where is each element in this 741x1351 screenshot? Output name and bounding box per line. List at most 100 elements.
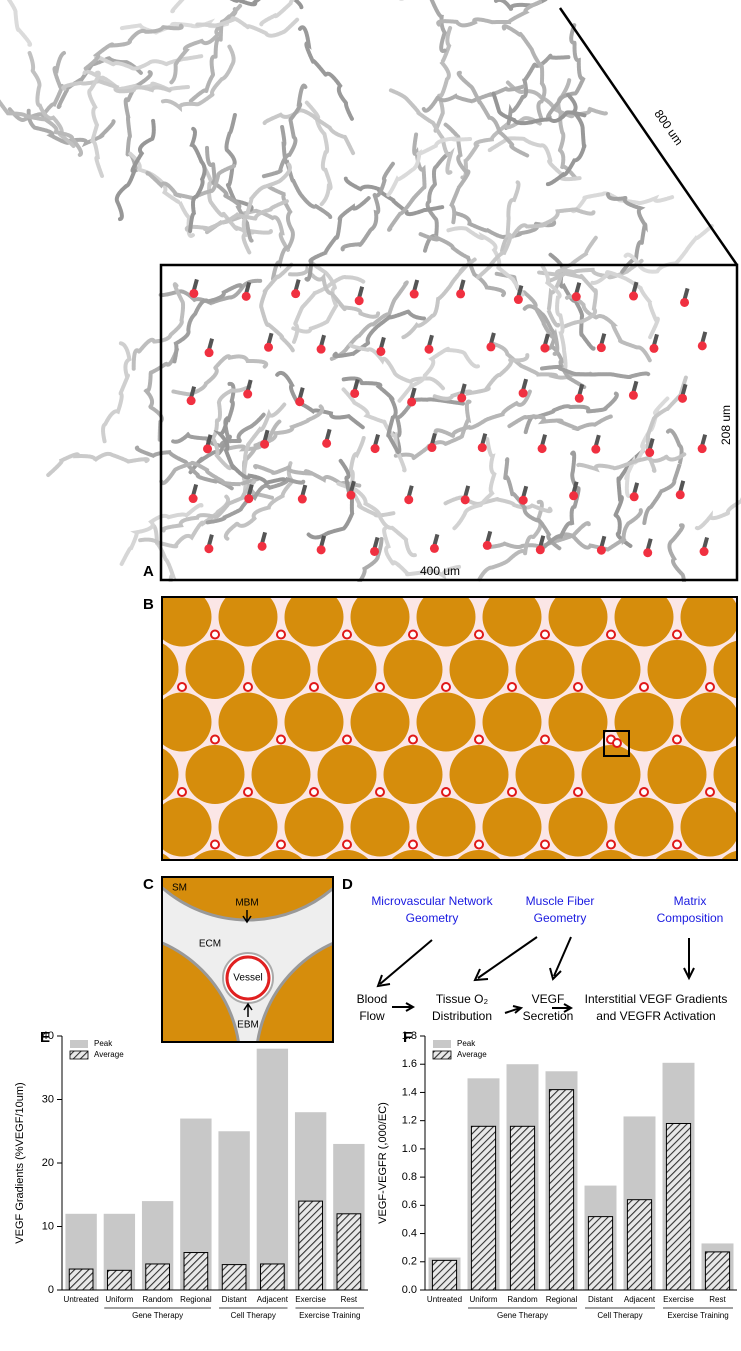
bar (261, 1264, 285, 1290)
capillary (89, 73, 102, 177)
x-tick-label: Uniform (469, 1295, 497, 1304)
capillary (508, 683, 516, 691)
bar (627, 1200, 651, 1290)
vessel-end (264, 343, 273, 352)
legend-label: Average (94, 1050, 124, 1059)
vessel-end (258, 542, 267, 551)
x-tick-label: Rest (341, 1295, 358, 1304)
step-label: Flow (359, 1009, 385, 1023)
vessel-end (404, 495, 413, 504)
capillary (673, 736, 681, 744)
vessel-stub (193, 485, 196, 496)
vessel-stub (248, 380, 251, 391)
vessel-stub (300, 388, 303, 399)
capillary (613, 739, 621, 747)
muscle-fiber (483, 693, 542, 752)
region-label: EBM (237, 1020, 259, 1031)
bar (432, 1260, 456, 1290)
x-tick-label: Untreated (427, 1295, 462, 1304)
vessel-end (519, 389, 528, 398)
vessel-end (424, 345, 433, 354)
panel-label: B (143, 596, 154, 613)
vessel-stub (321, 335, 324, 346)
capillary (509, 417, 610, 430)
capillary (706, 683, 714, 691)
depth-line (560, 8, 737, 265)
capillary (145, 631, 153, 639)
input-label: Geometry (406, 911, 459, 925)
vessel-stub (633, 381, 636, 392)
group-label: Gene Therapy (497, 1311, 548, 1320)
x-tick-label: Exercise (295, 1295, 326, 1304)
capillary (147, 166, 234, 198)
step-label: Distribution (432, 1009, 492, 1023)
x-tick-label: Exercise (663, 1295, 694, 1304)
vessel-end (457, 393, 466, 402)
muscle-fiber (87, 798, 146, 857)
vessel-stub (209, 535, 212, 546)
vessel-end (643, 548, 652, 557)
height-label: 208 um (719, 405, 733, 445)
muscle-fiber (219, 693, 278, 752)
vessel-end (575, 394, 584, 403)
vessel-end (461, 495, 470, 504)
capillary (409, 841, 417, 849)
y-tick-label: 40 (42, 1030, 54, 1042)
vessel-stub (327, 429, 330, 440)
legend-label: Peak (457, 1039, 476, 1048)
capillary (607, 631, 615, 639)
capillary (211, 631, 219, 639)
capillary (573, 193, 673, 211)
input-label: Composition (657, 911, 724, 925)
y-axis-title: VEGF-VEGFR (,000/EC) (377, 1102, 389, 1224)
vessel-stub (654, 334, 657, 345)
y-tick-label: 1.2 (402, 1115, 417, 1127)
vessel-end (242, 292, 251, 301)
y-tick-label: 1.0 (402, 1143, 417, 1155)
step-label: Tissue O₂ (436, 992, 489, 1006)
bar (588, 1217, 612, 1290)
panel-label: A (143, 563, 154, 580)
vessel-end (629, 292, 638, 301)
vessel-stub (685, 288, 688, 299)
vessel-stub (461, 280, 464, 291)
y-tick-label: 0.6 (402, 1199, 417, 1211)
y-tick-label: 10 (42, 1220, 54, 1232)
capillary (261, 0, 353, 24)
vessel-end (205, 348, 214, 357)
vessel-stub (704, 538, 707, 549)
group-label: Exercise Training (299, 1311, 360, 1320)
step-label: VEGF (532, 992, 565, 1006)
vessel-end (538, 444, 547, 453)
capillary (178, 788, 186, 796)
capillary (307, 103, 331, 205)
capillary (190, 384, 234, 473)
vessel-end (189, 494, 198, 503)
vessel-stub (680, 481, 683, 492)
step-label: Interstitial VEGF Gradients (585, 992, 728, 1006)
vessel-end (291, 289, 300, 298)
vessel-stub (209, 339, 212, 350)
capillary (475, 841, 483, 849)
muscle-fiber (450, 640, 509, 699)
capillary (145, 841, 153, 849)
bar (184, 1253, 208, 1290)
muscle-fiber (681, 798, 740, 857)
panel-label: D (342, 876, 353, 893)
vessel-end (189, 289, 198, 298)
vessel-stub (375, 537, 378, 548)
y-tick-label: 1.6 (402, 1058, 417, 1070)
vessel-end (203, 444, 212, 453)
vessel-stub (702, 332, 705, 343)
bar (222, 1265, 246, 1290)
vessel-stub (487, 531, 490, 542)
muscle-fiber (450, 745, 509, 804)
muscle-fiber (417, 693, 476, 752)
bar (69, 1269, 93, 1290)
muscle-fiber (87, 588, 146, 647)
region-label: ECM (199, 939, 221, 950)
muscle-fiber (384, 745, 443, 804)
vessel-end (346, 491, 355, 500)
x-tick-label: Regional (546, 1295, 578, 1304)
depth-label: 800 um (651, 107, 685, 148)
